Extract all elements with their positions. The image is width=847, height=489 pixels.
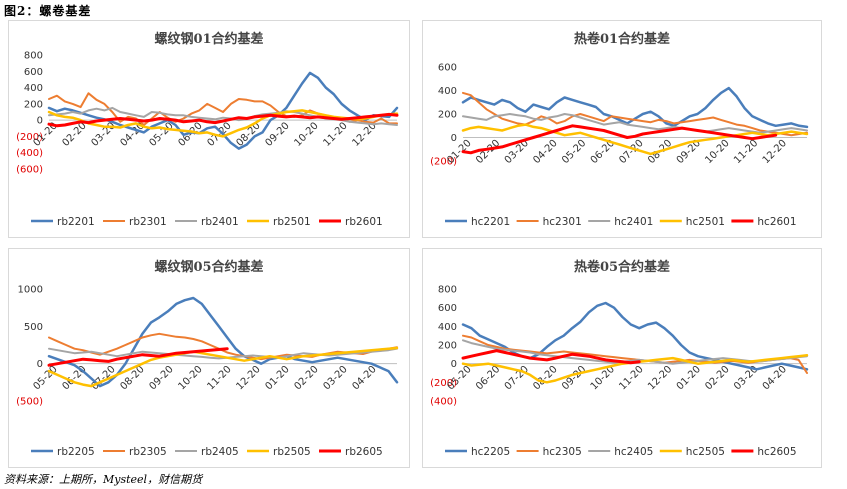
x-tick-label: 06-20 <box>474 364 502 392</box>
legend-label-rb2605: rb2605 <box>345 446 383 458</box>
x-tick-label: 02-20 <box>292 364 320 392</box>
legend-label-rb2501: rb2501 <box>273 216 311 228</box>
series-line-hc2401 <box>462 113 808 134</box>
x-tick-label: 12-20 <box>234 364 262 392</box>
y-tick-label: 0 <box>37 116 43 127</box>
y-tick-label: 600 <box>24 67 43 78</box>
x-tick-label: 09-20 <box>147 364 175 392</box>
y-tick-label: 1000 <box>18 285 43 296</box>
legend-label-hc2301: hc2301 <box>543 216 582 228</box>
legend-label-hc2505: hc2505 <box>686 446 725 458</box>
x-tick-label: 11-20 <box>321 120 349 148</box>
x-tick-label: 11-20 <box>732 138 760 166</box>
series-line-hc2201 <box>461 86 809 129</box>
x-tick-label: 04-20 <box>531 138 559 166</box>
source-note: 资料来源：上期所，Mysteel，财信期货 <box>4 473 203 486</box>
y-tick-label: (400) <box>16 148 43 159</box>
x-tick-label: 11-20 <box>205 364 233 392</box>
x-tick-label: 04-20 <box>350 364 378 392</box>
legend-label-rb2301: rb2301 <box>129 216 167 228</box>
y-tick-label: 600 <box>438 303 457 314</box>
y-tick-label: 200 <box>24 99 43 110</box>
series-line-rb2605 <box>47 347 229 367</box>
y-tick-label: 800 <box>24 51 43 62</box>
legend-label-rb2405: rb2405 <box>201 446 239 458</box>
x-tick-label: 01-20 <box>675 364 703 392</box>
series-line-hc2301 <box>462 91 808 137</box>
legend-label-hc2605: hc2605 <box>757 446 796 458</box>
series-line-rb2505 <box>47 346 399 388</box>
x-tick-label: 10-20 <box>703 138 731 166</box>
legend-label-rb2201: rb2201 <box>57 216 95 228</box>
legend-label-rb2305: rb2305 <box>129 446 167 458</box>
figure-title: 图2：螺卷基差 <box>4 4 92 18</box>
chart-panel-rb05: 螺纹钢05合约基差 1000 500 0 (500) 05-20 06-20 07-20 08-… <box>8 248 410 468</box>
legend-label-hc2501: hc2501 <box>686 216 725 228</box>
legend-label-rb2505: rb2505 <box>273 446 311 458</box>
y-tick-label: (600) <box>16 165 43 176</box>
x-tick-label: 02-20 <box>703 364 731 392</box>
y-tick-label: 500 <box>24 322 43 333</box>
y-tick-label: (400) <box>430 397 457 408</box>
legend-label-rb2401: rb2401 <box>201 216 239 228</box>
y-tick-label: 0 <box>451 359 457 370</box>
chart-title: 热卷05合约基差 <box>574 259 670 275</box>
y-tick-label: 400 <box>24 83 43 94</box>
chart-title: 热卷01合约基差 <box>574 31 670 47</box>
legend-label-rb2601: rb2601 <box>345 216 383 228</box>
legend-label-hc2201: hc2201 <box>471 216 510 228</box>
chart-panel-hc01: 热卷01合约基差 600 400 200 0 (200) 01-20 02-20 03-20 04… <box>422 20 822 238</box>
chart-title: 螺纹钢05合约基差 <box>154 259 263 275</box>
series-line-rb2305 <box>48 332 398 361</box>
y-tick-label: 0 <box>451 133 457 144</box>
y-tick-label: 400 <box>438 86 457 97</box>
y-tick-label: 200 <box>438 110 457 121</box>
series-line-rb2205 <box>47 296 399 388</box>
chart-panel-rb01: 螺纹钢01合约基差 800 600 400 200 0 (200) (400) (600) 01-… <box>8 20 410 238</box>
y-tick-label: (500) <box>16 397 43 408</box>
series-line-rb2601 <box>47 112 399 128</box>
x-tick-label: 11-20 <box>617 364 645 392</box>
y-tick-label: 800 <box>438 285 457 296</box>
chart-title: 螺纹钢01合约基差 <box>154 31 263 47</box>
x-tick-label: 03-20 <box>321 364 349 392</box>
legend-label-hc2401: hc2401 <box>614 216 653 228</box>
series-line-hc2501 <box>461 123 809 156</box>
legend-label-hc2305: hc2305 <box>543 446 582 458</box>
y-tick-label: (200) <box>430 157 457 168</box>
legend-label-hc2205: hc2205 <box>471 446 510 458</box>
series-line-rb2501 <box>47 109 399 138</box>
y-tick-label: 600 <box>438 63 457 74</box>
x-tick-label: 12-20 <box>761 138 789 166</box>
x-tick-label: 05-20 <box>147 120 175 148</box>
legend-label-hc2601: hc2601 <box>757 216 796 228</box>
chart-panel-hc05: 热卷05合约基差 800 600 400 200 0 (200) (400) 05-20 06-2… <box>422 248 822 468</box>
y-tick-label: 200 <box>438 341 457 352</box>
y-tick-label: (200) <box>430 378 457 389</box>
y-tick-label: 0 <box>37 359 43 370</box>
series-line-hc2601 <box>461 124 778 155</box>
x-tick-label: 05-20 <box>560 138 588 166</box>
x-tick-label: 01-20 <box>263 364 291 392</box>
legend-label-hc2405: hc2405 <box>614 446 653 458</box>
x-tick-label: 10-20 <box>176 364 204 392</box>
legend-label-rb2205: rb2205 <box>57 446 95 458</box>
chart-svg: 螺纹钢01合约基差8006004002000(200)(400)(600)01-… <box>16 31 399 228</box>
x-tick-label: 06-20 <box>176 120 204 148</box>
y-tick-label: 400 <box>438 322 457 333</box>
y-tick-label: (200) <box>16 132 43 143</box>
series-line-hc2605 <box>461 349 641 365</box>
x-tick-label: 12-20 <box>646 364 674 392</box>
x-tick-label: 10-20 <box>292 120 320 148</box>
